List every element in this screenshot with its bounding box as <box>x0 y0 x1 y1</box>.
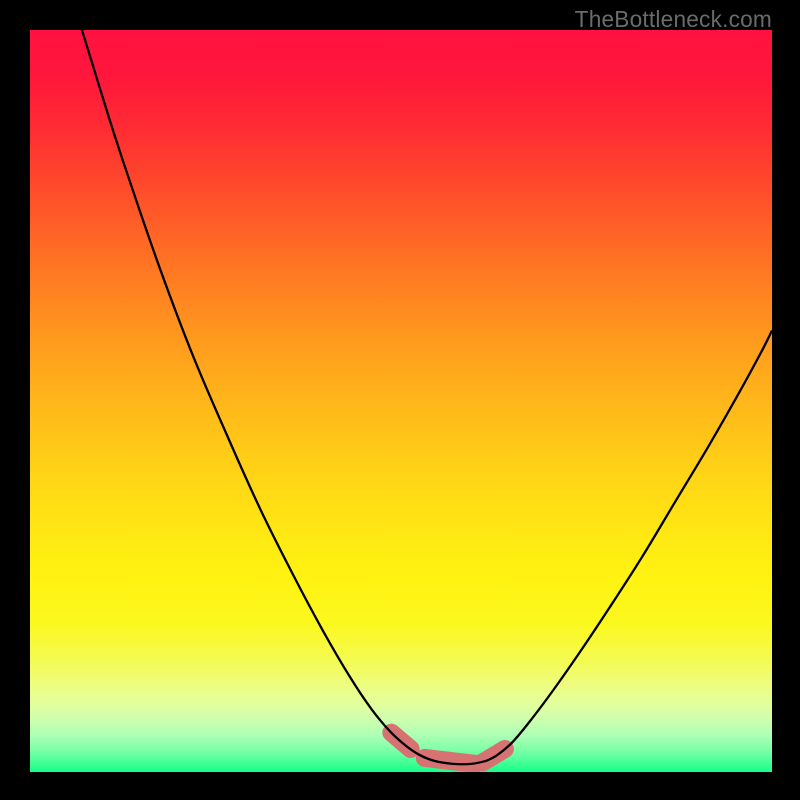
chart-stage: TheBottleneck.com <box>0 0 800 800</box>
bottleneck-curve-right <box>486 331 772 761</box>
watermark-text: TheBottleneck.com <box>575 6 772 33</box>
bottleneck-curve-left <box>82 30 486 764</box>
plot-area <box>30 30 772 772</box>
curve-layer <box>30 30 772 772</box>
